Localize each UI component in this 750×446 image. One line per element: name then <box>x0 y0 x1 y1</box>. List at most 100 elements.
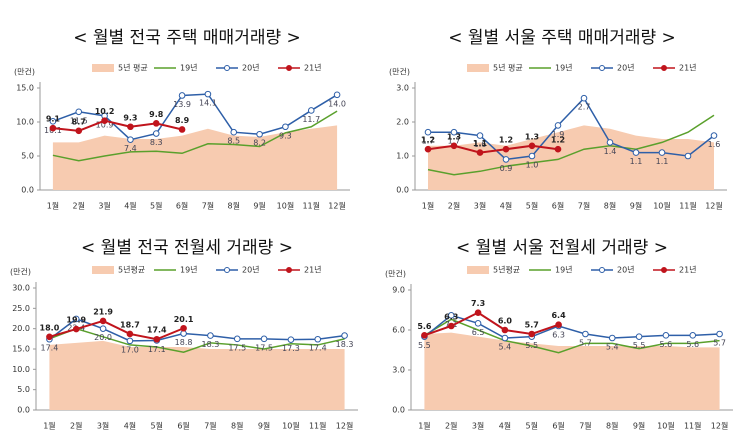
legend-label: 21년 <box>304 265 322 275</box>
marker <box>72 315 80 323</box>
data-label: 20.1 <box>174 315 194 324</box>
data-label: 1.1 <box>656 157 669 166</box>
data-label: 5.4 <box>606 343 619 352</box>
x-tick-label: 11월 <box>684 421 702 431</box>
data-label: 1.3 <box>447 132 461 141</box>
marker <box>230 128 238 136</box>
marker <box>153 335 161 343</box>
data-label: 7.4 <box>124 144 137 153</box>
x-tick-label: 3월 <box>98 201 110 211</box>
data-label: 8.9 <box>175 116 190 125</box>
data-label: 1.2 <box>499 136 513 145</box>
x-tick-label: 3월 <box>97 421 109 431</box>
marker <box>49 124 57 132</box>
data-label: 5.5 <box>525 341 538 350</box>
y-tick-label: 5.0 <box>21 152 34 161</box>
data-label: 1.7 <box>422 137 435 146</box>
legend-label: 20년 <box>242 63 260 73</box>
marker <box>606 139 614 146</box>
x-tick-label: 8월 <box>231 421 243 431</box>
marker <box>447 322 455 330</box>
x-tick-label: 8월 <box>604 201 616 211</box>
marker <box>474 320 482 327</box>
data-label: 14.0 <box>328 99 346 108</box>
y-tick-label: 0.0 <box>17 406 30 415</box>
x-tick-label: 9월 <box>633 421 645 431</box>
y-tick-label: 6.0 <box>392 326 405 335</box>
x-tick-label: 10월 <box>282 421 300 431</box>
y-tick-label: 0.0 <box>392 406 405 415</box>
marker <box>658 149 666 156</box>
marker <box>528 152 536 160</box>
data-label: 21.9 <box>93 307 113 316</box>
x-tick-label: 4월 <box>124 421 136 431</box>
unit-label: (만건) <box>389 67 410 77</box>
y-tick-label: 9.0 <box>392 286 405 295</box>
data-label: 1.3 <box>525 132 539 141</box>
marker <box>72 325 80 333</box>
unit-label: (만건) <box>385 269 406 279</box>
data-label: 17.0 <box>121 345 139 354</box>
x-tick-label: 4월 <box>124 201 136 211</box>
marker <box>178 126 186 133</box>
y-tick-label: 20.0 <box>12 324 30 333</box>
x-tick-label: 5월 <box>526 201 538 211</box>
data-label: 6.5 <box>472 328 485 337</box>
data-label: 1.7 <box>448 137 461 146</box>
legend-marker <box>286 65 292 71</box>
legend-label: 19년 <box>555 63 573 73</box>
x-tick-label: 6월 <box>176 201 188 211</box>
x-tick-label: 11월 <box>309 421 327 431</box>
data-label: 1.2 <box>421 136 435 145</box>
data-label: 18.0 <box>40 323 60 332</box>
legend-label: 21년 <box>679 63 697 73</box>
data-label: 8.3 <box>150 138 163 147</box>
marker <box>424 128 432 136</box>
data-label: 1.1 <box>630 157 643 166</box>
marker <box>180 330 187 337</box>
line <box>49 319 184 341</box>
y-tick-label: 2.0 <box>396 118 409 127</box>
line <box>49 327 345 354</box>
marker <box>501 326 509 334</box>
line <box>424 311 559 337</box>
marker <box>233 335 241 343</box>
legend-label: 5년평균 <box>118 265 145 275</box>
data-label: 8.7 <box>72 117 86 126</box>
data-label: 20.0 <box>94 333 112 342</box>
marker <box>554 122 562 129</box>
data-label: 18.3 <box>336 340 354 349</box>
data-label: 6.0 <box>498 317 513 326</box>
data-label: 0.9 <box>500 164 513 173</box>
data-label: 8.5 <box>227 137 240 146</box>
marker <box>127 136 134 143</box>
data-label: 17.4 <box>41 344 59 353</box>
data-label: 9.8 <box>149 110 164 119</box>
marker <box>99 317 107 325</box>
unit-label: (만건) <box>14 67 35 77</box>
legend-swatch <box>92 266 114 274</box>
data-label: 1.2 <box>551 136 565 145</box>
x-tick-label: 9월 <box>258 421 270 431</box>
x-tick-label: 8월 <box>606 421 618 431</box>
marker <box>341 332 348 339</box>
x-tick-label: 3월 <box>472 421 484 431</box>
y-tick-label: 30.0 <box>12 284 30 293</box>
legend-marker <box>661 65 667 71</box>
legend-swatch <box>467 64 489 72</box>
marker <box>314 335 322 343</box>
marker <box>256 130 263 138</box>
data-label: 9.3 <box>123 113 137 122</box>
legend-marker <box>224 65 230 71</box>
x-tick-label: 7월 <box>578 201 590 211</box>
y-tick-label: 10.0 <box>12 365 30 374</box>
y-tick-label: 3.0 <box>392 366 405 375</box>
x-tick-label: 5월 <box>151 421 163 431</box>
marker <box>282 123 289 131</box>
marker <box>75 127 83 135</box>
legend-label: 21년 <box>679 265 697 275</box>
data-label: 10.9 <box>96 120 114 129</box>
x-tick-label: 4월 <box>500 201 512 211</box>
marker <box>127 123 134 131</box>
